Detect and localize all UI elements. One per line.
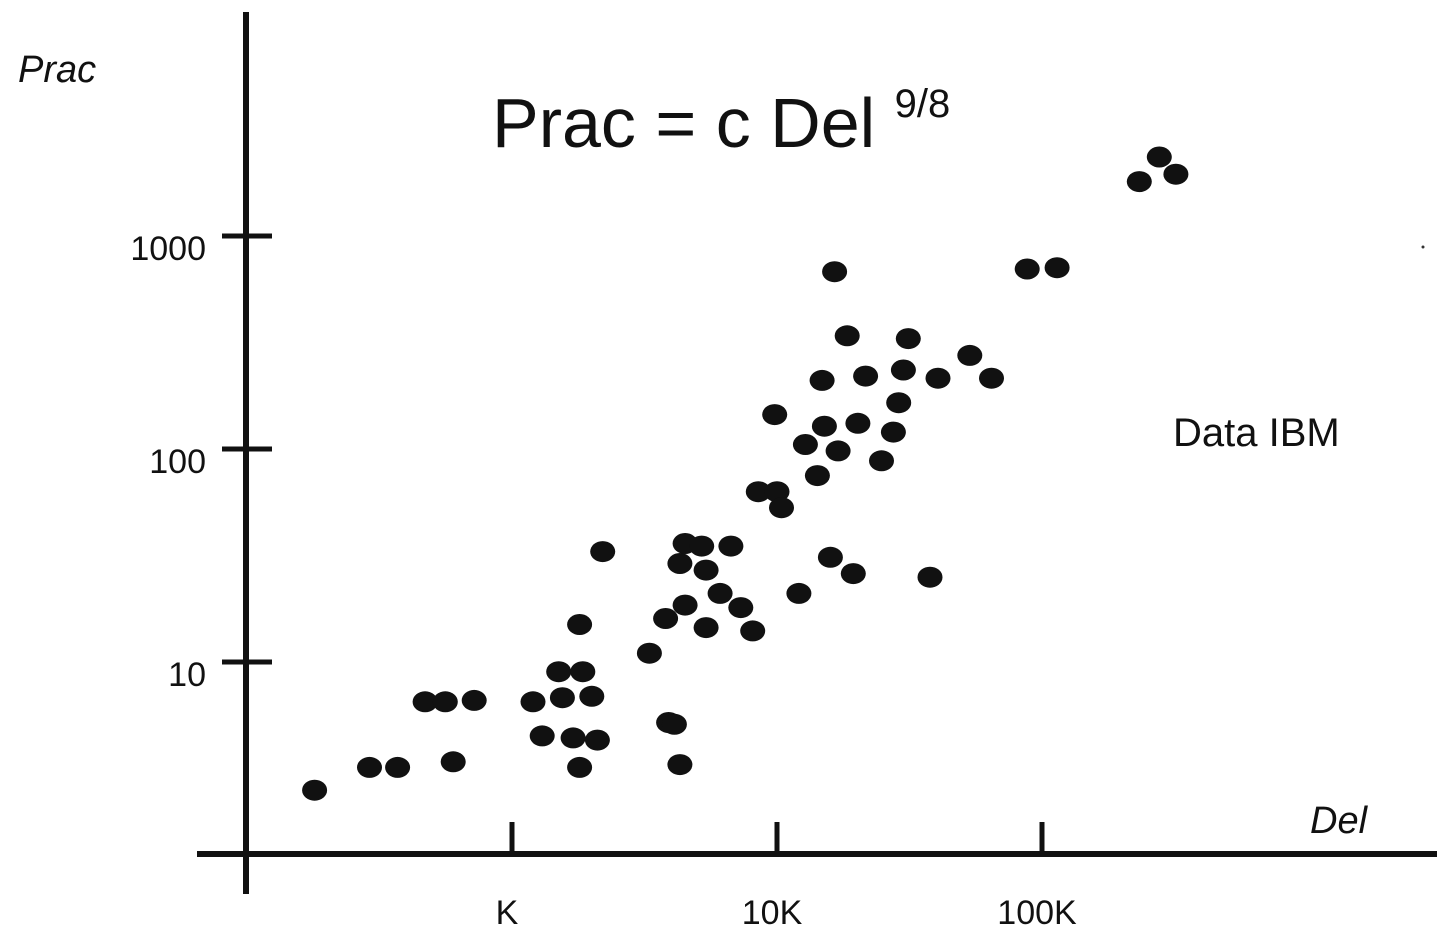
data-point xyxy=(693,559,719,581)
data-point xyxy=(357,756,382,778)
x-tick-label: 100K xyxy=(997,894,1077,930)
data-point xyxy=(584,729,610,751)
data-point xyxy=(440,751,466,773)
data-point xyxy=(957,344,983,366)
formula: Prac = c Del 9/8 xyxy=(492,82,950,162)
data-point xyxy=(764,481,790,503)
data-point xyxy=(979,367,1004,389)
data-point xyxy=(529,725,555,747)
y-tick-label: 100 xyxy=(149,443,206,481)
data-point xyxy=(728,597,754,619)
data-point xyxy=(834,325,860,347)
data-point xyxy=(1014,258,1040,280)
data-point xyxy=(579,685,605,707)
y-axis-label: Prac xyxy=(18,49,96,91)
data-point xyxy=(809,369,835,391)
data-point xyxy=(1044,257,1070,279)
data-source-annotation: Data IBM xyxy=(1173,411,1340,455)
data-point xyxy=(667,754,693,776)
data-point xyxy=(925,367,951,389)
data-point xyxy=(792,434,818,455)
data-point xyxy=(560,727,586,749)
data-point xyxy=(880,421,906,443)
data-point xyxy=(822,261,848,283)
data-point xyxy=(653,608,679,629)
y-ticks: 10 100 1000 xyxy=(130,230,272,694)
data-point xyxy=(1126,171,1152,193)
data-point xyxy=(786,582,812,604)
data-points xyxy=(302,146,1189,801)
data-point xyxy=(461,689,487,711)
data-point xyxy=(825,440,851,462)
y-tick-label: 10 xyxy=(168,656,206,694)
data-point xyxy=(667,553,693,574)
data-point xyxy=(520,691,546,713)
data-point xyxy=(917,566,943,588)
x-tick-label: 10K xyxy=(742,894,803,930)
data-point xyxy=(590,541,616,563)
data-point xyxy=(570,661,596,683)
data-point xyxy=(718,535,744,557)
data-point xyxy=(302,779,328,801)
data-point xyxy=(693,617,719,639)
data-point xyxy=(811,415,837,437)
data-point xyxy=(840,563,866,585)
data-point xyxy=(895,328,921,350)
data-point xyxy=(672,594,698,616)
data-point xyxy=(432,691,458,713)
data-point xyxy=(385,756,411,778)
data-point xyxy=(769,497,794,519)
data-point xyxy=(853,365,879,387)
x-axis-label: Del xyxy=(1310,800,1369,842)
data-point xyxy=(689,535,715,557)
data-point xyxy=(707,582,733,604)
data-point xyxy=(661,713,687,735)
data-point xyxy=(804,465,830,487)
x-ticks: K 10K 100K xyxy=(496,822,1077,930)
data-point xyxy=(1146,146,1172,168)
data-point xyxy=(845,412,871,434)
data-point xyxy=(567,614,593,635)
data-point xyxy=(636,642,662,664)
data-point xyxy=(740,620,766,642)
data-point xyxy=(817,546,843,568)
data-point xyxy=(549,687,575,709)
data-point xyxy=(762,404,788,426)
data-point xyxy=(869,450,894,472)
data-point xyxy=(412,691,438,713)
y-tick-label: 1000 xyxy=(130,230,206,268)
stray-dot xyxy=(1421,245,1425,249)
data-point xyxy=(886,392,912,414)
data-point xyxy=(567,756,593,778)
data-point xyxy=(745,481,771,503)
data-point xyxy=(546,661,572,683)
x-tick-label: K xyxy=(496,894,519,930)
data-point xyxy=(1163,163,1189,185)
data-point xyxy=(890,359,916,381)
